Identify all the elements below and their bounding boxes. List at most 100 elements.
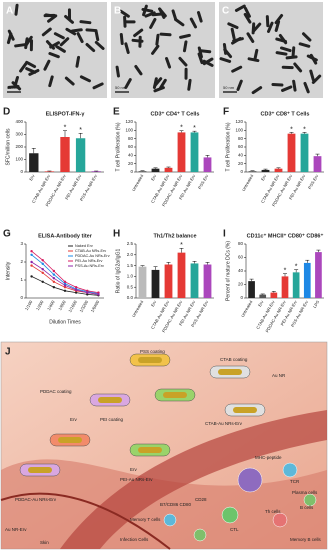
- x-tick-label: Untreated: [131, 173, 145, 192]
- nanorod: [123, 20, 136, 24]
- nanorod: [94, 40, 105, 50]
- point: [74, 291, 78, 294]
- nanorod: [85, 28, 98, 33]
- bar: [138, 266, 147, 298]
- nanorod: [251, 86, 263, 95]
- nanorod: [274, 20, 281, 32]
- nanorod: [279, 46, 292, 53]
- bar: [261, 169, 270, 172]
- gold-core: [233, 407, 257, 413]
- nanorod: [267, 21, 274, 33]
- y-tick-label: 100: [235, 128, 243, 133]
- y-tick-label: 60: [128, 144, 134, 149]
- nanorod: [115, 65, 120, 78]
- diagram-label: CTAB coating: [220, 357, 248, 362]
- error-bar: [166, 166, 171, 168]
- y-axis-label: Intensity: [5, 261, 11, 280]
- y-tick-label: 120: [125, 119, 133, 124]
- significance: *: [290, 126, 293, 133]
- nanorod: [219, 57, 232, 63]
- y-tick-label: 20: [128, 161, 134, 166]
- scale-label: 50 nm: [223, 85, 235, 90]
- nanorod: [151, 44, 160, 55]
- y-tick-label: 100: [125, 128, 133, 133]
- point: [97, 291, 100, 294]
- significance: *: [64, 125, 67, 132]
- nanorod: [134, 64, 143, 76]
- gold-core: [218, 369, 242, 375]
- bar: [44, 171, 55, 172]
- significance: *: [180, 125, 183, 132]
- bar: [203, 157, 212, 172]
- bar: [274, 168, 283, 172]
- diagram-label: PDDAC-Au NRs-Erv: [15, 497, 57, 502]
- nanorod: [79, 75, 91, 83]
- point: [30, 275, 33, 278]
- bar: [164, 167, 173, 172]
- significance: *: [303, 126, 306, 133]
- error-bar: [205, 262, 210, 265]
- y-tick-label: 1: [20, 277, 23, 282]
- gold-core: [28, 467, 52, 473]
- nanorod: [14, 43, 27, 48]
- point: [41, 271, 44, 274]
- x-tick-label: Untreated: [240, 299, 254, 318]
- y-tick-label: 300: [15, 132, 23, 137]
- nanorod: [253, 48, 259, 61]
- blood-vessel: [60, 410, 327, 549]
- x-tick-label: Erv: [257, 299, 265, 308]
- error-bar: [283, 273, 287, 277]
- nanorod: [11, 81, 22, 91]
- nanorod: [119, 33, 124, 45]
- y-tick-label: 80: [238, 241, 244, 246]
- nanorod: [236, 79, 243, 91]
- point: [74, 286, 78, 289]
- nanorod: [76, 32, 84, 44]
- x-tick-label: 1/6400: [90, 299, 101, 313]
- panel-label: G: [3, 229, 11, 240]
- nanorod: [243, 6, 251, 18]
- chart-title: ELISPOT-IFN-γ: [46, 111, 86, 117]
- diagram-label: PDDAC coating: [40, 389, 72, 394]
- error-bar: [179, 248, 184, 253]
- nanorod: [271, 82, 284, 87]
- point: [30, 250, 33, 253]
- x-tick-label: Erv: [150, 173, 158, 182]
- y-tick-label: 0: [130, 169, 133, 174]
- error-bar: [263, 168, 268, 170]
- error-bar: [302, 132, 307, 134]
- point: [74, 288, 78, 292]
- diagram-label: Au NR: [272, 373, 286, 378]
- error-bar: [192, 261, 197, 264]
- y-tick-label: 2.5: [127, 241, 134, 246]
- immune-cell: [282, 462, 298, 478]
- nanorod: [59, 37, 70, 47]
- diagram-label: PSS coating: [140, 349, 165, 354]
- x-tick-label: Erv: [260, 173, 268, 182]
- y-axis-label: T cell Proliferation (%): [225, 122, 231, 171]
- y-tick-label: 40: [238, 268, 244, 273]
- nanorod: [202, 59, 214, 67]
- error-bar: [271, 291, 276, 293]
- nanorod: [292, 79, 297, 92]
- nanorod: [14, 3, 19, 16]
- point: [52, 286, 56, 289]
- bar: [75, 138, 86, 172]
- chart-title: CD11c⁺ MHCII⁺ CD80⁺ CD86⁺: [247, 232, 324, 239]
- panel-label: A: [6, 6, 13, 17]
- nanorod: [149, 17, 157, 29]
- gold-core: [163, 392, 187, 398]
- nanorod: [278, 34, 288, 45]
- error-bar: [315, 153, 320, 157]
- bar: [292, 272, 300, 298]
- legend-label: CTAB-Au NRs-Erv: [75, 249, 106, 253]
- error-bar: [205, 155, 210, 158]
- y-tick-label: 80: [128, 136, 134, 141]
- diagram-label: PEI-Au NRs-Erv: [120, 477, 153, 482]
- point: [41, 268, 44, 271]
- y-axis-label: Percent of mature DCs (%): [225, 241, 231, 301]
- bar: [177, 252, 186, 298]
- diagram-label: Th cells: [265, 509, 281, 514]
- bar: [287, 133, 296, 172]
